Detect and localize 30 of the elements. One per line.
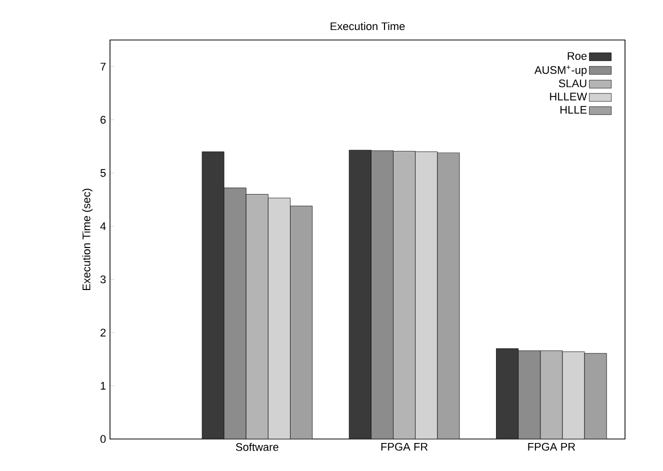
x-tick-label: FPGA FR [381,442,428,451]
bar [562,352,585,439]
y-tick-label: 3 [100,276,106,284]
bar [370,150,394,439]
bar [540,350,563,439]
y-tick-label: 5 [100,169,106,177]
y-tick-label: 0 [100,435,106,443]
bar [224,188,246,439]
bar [437,152,460,439]
legend-label: AUSM$^{+}$-up [534,65,587,76]
legend-label: SLAU [558,79,586,88]
bar [290,206,313,439]
y-tick-label: 7 [100,62,106,70]
bar [393,150,416,439]
y-tick-label: 6 [100,116,106,124]
bar [518,350,541,439]
y-tick-label: 4 [100,222,106,230]
y-axis-title: Execution Time (sec) [82,188,92,290]
y-tick-label: 2 [100,328,106,336]
bar [415,152,438,439]
bar [584,353,607,439]
legend-label: HLLE [560,106,587,114]
legend-label: Roe [568,52,587,60]
bar [246,194,268,439]
bar [268,198,290,439]
y-tick-label: 1 [100,382,106,390]
x-tick-label: Software [236,442,278,451]
legend-label: HLLEW [550,92,588,100]
chart-title: Execution Time [330,22,405,30]
x-tick-label: FPGA PR [528,442,576,451]
